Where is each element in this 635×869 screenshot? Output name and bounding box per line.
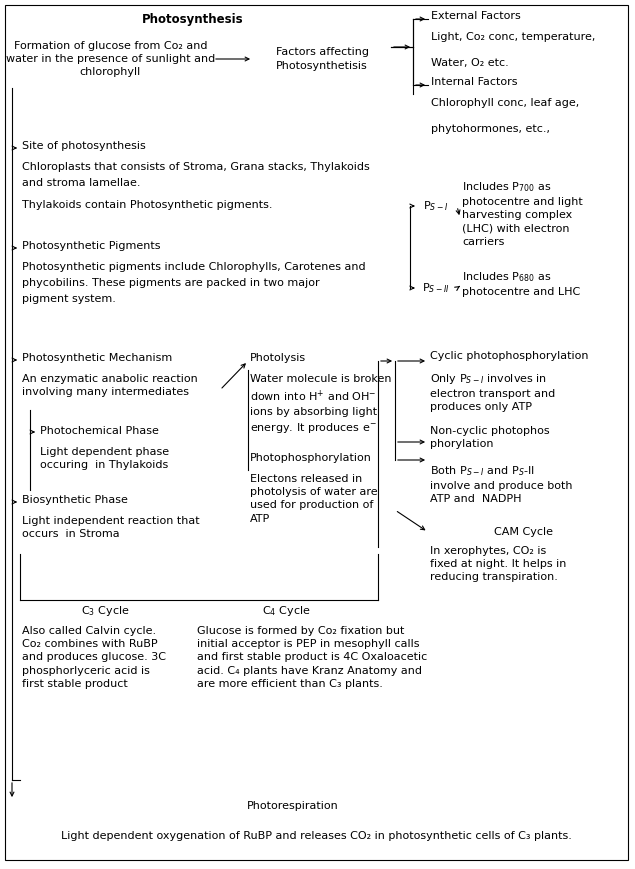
Bar <box>415 196 457 216</box>
Bar <box>428 76 623 94</box>
Bar <box>195 624 378 744</box>
Text: C$_4$ Cycle: C$_4$ Cycle <box>262 604 311 618</box>
Bar <box>428 350 623 368</box>
Bar <box>428 370 623 420</box>
Bar <box>195 600 378 622</box>
Text: and stroma lamellae.: and stroma lamellae. <box>22 178 140 188</box>
Bar <box>20 494 205 512</box>
Text: Cyclic photophosphorylation: Cyclic photophosphorylation <box>430 351 589 361</box>
Text: Photosynthetic Mechanism: Photosynthetic Mechanism <box>22 353 172 363</box>
Bar <box>20 160 410 225</box>
Bar <box>460 268 623 304</box>
Bar <box>248 372 378 447</box>
Text: Includes P$_{680}$ as
photocentre and LHC: Includes P$_{680}$ as photocentre and LH… <box>462 270 580 297</box>
Bar <box>200 795 385 817</box>
Text: External Factors: External Factors <box>431 11 521 21</box>
Text: Chloroplasts that consists of Stroma, Grana stacks, Thylakoids: Chloroplasts that consists of Stroma, Gr… <box>22 162 370 172</box>
Text: Photophosphorylation: Photophosphorylation <box>250 453 372 463</box>
Text: Photorespiration: Photorespiration <box>246 801 338 811</box>
Bar <box>248 452 378 470</box>
Bar <box>115 10 270 28</box>
Text: Thylakoids contain Photosynthetic pigments.: Thylakoids contain Photosynthetic pigmen… <box>22 200 272 210</box>
Bar <box>428 544 623 609</box>
Text: Water molecule is broken
down into H$^{+}$ and OH$^{-}$
ions by absorbing light
: Water molecule is broken down into H$^{+… <box>250 374 392 435</box>
Text: pigment system.: pigment system. <box>22 294 116 304</box>
Bar <box>248 352 378 370</box>
Bar <box>460 178 623 258</box>
Text: Formation of glucose from Co₂ and
water in the presence of sunlight and
chloroph: Formation of glucose from Co₂ and water … <box>6 41 215 77</box>
Text: CAM Cycle: CAM Cycle <box>493 527 552 537</box>
Text: Site of photosynthesis: Site of photosynthesis <box>22 141 146 151</box>
Text: Non-cyclic photophos
phorylation: Non-cyclic photophos phorylation <box>430 426 550 449</box>
Text: Biosynthetic Phase: Biosynthetic Phase <box>22 495 128 505</box>
Text: Also called Calvin cycle.
Co₂ combines with RuBP
and produces glucose. 3C
phosph: Also called Calvin cycle. Co₂ combines w… <box>22 626 166 689</box>
Bar <box>38 445 218 489</box>
Bar <box>20 352 220 370</box>
Text: Photosynthetic Pigments: Photosynthetic Pigments <box>22 241 161 251</box>
Bar <box>415 278 457 298</box>
Text: Electons released in
photolysis of water are
used for production of
ATP: Electons released in photolysis of water… <box>250 474 378 524</box>
Text: P$_{S-II}$: P$_{S-II}$ <box>422 281 450 295</box>
Text: In xerophytes, CO₂ is
fixed at night. It helps in
reducing transpiration.: In xerophytes, CO₂ is fixed at night. It… <box>430 546 566 582</box>
Bar <box>428 96 623 140</box>
Bar <box>20 140 210 158</box>
Text: Includes P$_{700}$ as
photocentre and light
harvesting complex
(LHC) with electr: Includes P$_{700}$ as photocentre and li… <box>462 180 583 247</box>
Bar <box>428 462 623 514</box>
Text: phycobilins. These pigments are packed in two major: phycobilins. These pigments are packed i… <box>22 278 319 288</box>
Text: Light independent reaction that
occurs  in Stroma: Light independent reaction that occurs i… <box>22 516 199 539</box>
Bar <box>253 36 391 82</box>
Bar <box>20 600 190 622</box>
Text: Light, Co₂ conc, temperature,

Water, O₂ etc.: Light, Co₂ conc, temperature, Water, O₂ … <box>431 32 596 69</box>
Text: Factors affecting
Photosynthetisis: Factors affecting Photosynthetisis <box>276 48 368 70</box>
Text: An enzymatic anabolic reaction
involving many intermediates: An enzymatic anabolic reaction involving… <box>22 374 197 397</box>
Bar <box>20 624 190 744</box>
Text: Photosynthetic pigments include Chlorophylls, Carotenes and: Photosynthetic pigments include Chloroph… <box>22 262 366 272</box>
Bar <box>20 372 220 410</box>
Text: Both P$_{S-I}$ and P$_{S}$-II
involve and produce both
ATP and  NADPH: Both P$_{S-I}$ and P$_{S}$-II involve an… <box>430 464 573 504</box>
Text: Photosynthesis: Photosynthesis <box>142 12 243 25</box>
Text: Photolysis: Photolysis <box>250 353 306 363</box>
Text: Light dependent oxygenation of RuBP and releases CO₂ in photosynthetic cells of : Light dependent oxygenation of RuBP and … <box>61 831 572 841</box>
Text: Only P$_{S-I}$ involves in
electron transport and
produces only ATP: Only P$_{S-I}$ involves in electron tran… <box>430 372 555 413</box>
Text: C$_3$ Cycle: C$_3$ Cycle <box>81 604 130 618</box>
Bar <box>463 522 583 542</box>
Text: Internal Factors: Internal Factors <box>431 77 518 87</box>
Bar <box>428 424 623 460</box>
Text: P$_{S-I}$: P$_{S-I}$ <box>424 199 449 213</box>
Text: Photochemical Phase: Photochemical Phase <box>40 426 159 436</box>
Bar <box>8 30 213 88</box>
Text: Chlorophyll conc, leaf age,

phytohormones, etc.,: Chlorophyll conc, leaf age, phytohormone… <box>431 98 579 135</box>
Text: Glucose is formed by Co₂ fixation but
initial acceptor is PEP in mesophyll calls: Glucose is formed by Co₂ fixation but in… <box>197 626 427 689</box>
Bar <box>248 472 378 547</box>
Bar <box>20 240 220 258</box>
Bar <box>428 30 623 74</box>
Bar <box>428 10 623 28</box>
Bar <box>20 260 410 328</box>
Bar <box>8 817 625 855</box>
Text: Light dependent phase
occuring  in Thylakoids: Light dependent phase occuring in Thylak… <box>40 447 169 470</box>
Bar <box>20 514 240 554</box>
Bar <box>38 425 218 443</box>
